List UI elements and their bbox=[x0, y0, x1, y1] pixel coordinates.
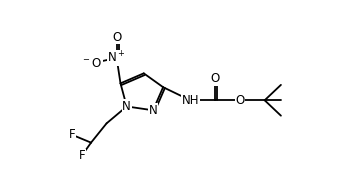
Text: O: O bbox=[235, 94, 245, 107]
Text: F: F bbox=[78, 149, 85, 162]
Text: O: O bbox=[112, 31, 121, 44]
Text: $^-$O: $^-$O bbox=[81, 57, 103, 70]
Text: O: O bbox=[211, 72, 220, 85]
Text: N: N bbox=[122, 100, 131, 113]
Text: N: N bbox=[149, 104, 158, 117]
Text: N$^+$: N$^+$ bbox=[107, 50, 126, 66]
Text: NH: NH bbox=[182, 94, 199, 107]
Text: F: F bbox=[69, 128, 76, 141]
